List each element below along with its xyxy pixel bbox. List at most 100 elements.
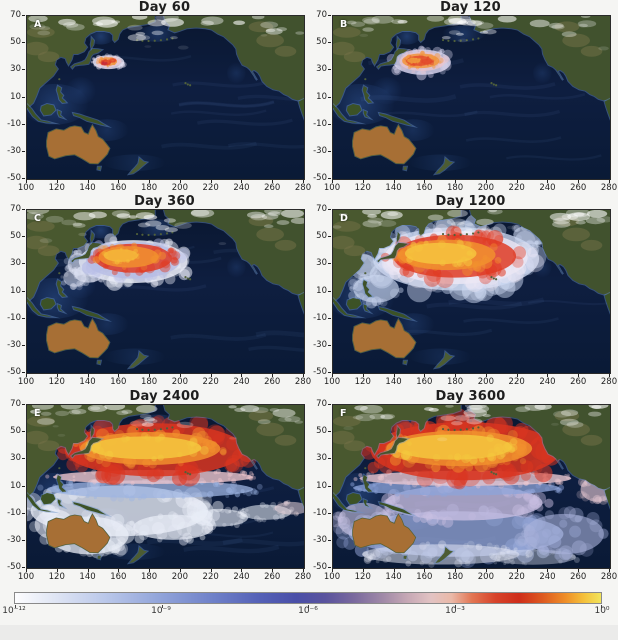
y-tick-mark xyxy=(328,512,331,514)
y-tick-label: -30 xyxy=(313,145,327,156)
y-tick-label: -50 xyxy=(313,562,327,572)
x-tick-mark xyxy=(241,180,243,183)
x-tick-label: 140 xyxy=(79,377,96,387)
x-tick-label: 180 xyxy=(140,183,158,193)
x-axis-panel-a: 100 120 140 160 180 200 220 240 260 280 xyxy=(18,180,311,195)
panel-letter: F xyxy=(340,408,347,419)
colorbar-tick-mark xyxy=(308,605,309,608)
x-axis-panel-e: 100 120 140 160 180 200 220 240 260 280 xyxy=(18,569,311,584)
x-tick-mark xyxy=(56,180,58,183)
x-tick-label: 200 xyxy=(477,572,494,582)
x-tick-mark xyxy=(26,374,27,377)
y-tick-mark xyxy=(22,15,25,16)
x-tick-mark xyxy=(241,374,243,377)
panel-title: Day 60 xyxy=(138,0,191,15)
y-tick-mark xyxy=(328,290,331,292)
colorbar-tick-label: 10⁻³ xyxy=(445,606,465,616)
x-tick-label: 100 xyxy=(323,572,341,582)
x-axis-panel-f: 100 120 140 160 180 200 220 240 260 280 xyxy=(324,569,617,584)
y-tick-mark xyxy=(328,458,331,460)
x-tick-label: 100 xyxy=(17,377,35,387)
y-tick-mark xyxy=(22,123,25,125)
y-axis-panel-b: 70 50 30 10 -10 -30 -50 xyxy=(306,10,331,183)
y-tick-label: 50 xyxy=(316,426,327,437)
x-tick-mark xyxy=(393,569,395,572)
x-tick-mark xyxy=(393,180,395,183)
y-tick-label: 70 xyxy=(316,10,327,20)
x-tick-mark xyxy=(516,374,518,377)
x-tick-mark xyxy=(578,569,580,572)
y-tick-label: -30 xyxy=(7,534,21,545)
bottom-margin xyxy=(0,625,618,640)
y-tick-label: -30 xyxy=(7,339,21,350)
colorbar-tick-mark xyxy=(601,605,602,608)
y-tick-mark xyxy=(22,236,25,238)
x-tick-label: 280 xyxy=(600,183,618,193)
x-tick-label: 140 xyxy=(385,183,402,193)
y-tick-label: -30 xyxy=(313,339,327,350)
x-tick-mark xyxy=(149,180,151,183)
x-tick-mark xyxy=(485,374,487,377)
y-tick-label: 10 xyxy=(10,285,21,296)
x-tick-mark xyxy=(179,180,181,183)
y-tick-label: -10 xyxy=(7,312,21,323)
x-tick-label: 120 xyxy=(354,377,371,387)
y-tick-mark xyxy=(328,372,331,373)
x-tick-mark xyxy=(516,569,518,572)
x-tick-mark xyxy=(424,374,426,377)
y-tick-mark xyxy=(328,431,331,433)
y-tick-label: -30 xyxy=(313,534,327,545)
x-tick-mark xyxy=(393,374,395,377)
y-tick-label: -50 xyxy=(313,367,327,377)
y-tick-label: 10 xyxy=(10,91,21,102)
x-tick-mark xyxy=(332,569,333,572)
y-tick-mark xyxy=(22,372,25,373)
panel-letter: A xyxy=(34,19,42,30)
x-tick-mark xyxy=(56,569,58,572)
x-tick-mark xyxy=(303,374,304,377)
x-tick-label: 180 xyxy=(446,572,464,582)
x-tick-label: 260 xyxy=(570,377,587,387)
x-tick-label: 240 xyxy=(233,183,250,193)
x-tick-mark xyxy=(455,569,457,572)
map-canvas xyxy=(333,210,610,373)
x-tick-mark xyxy=(87,374,89,377)
x-tick-mark xyxy=(485,180,487,183)
y-tick-mark xyxy=(22,69,25,71)
map-panel-d: D xyxy=(332,209,611,374)
y-tick-label: -10 xyxy=(313,312,327,323)
x-tick-mark xyxy=(210,569,212,572)
x-tick-label: 240 xyxy=(539,377,556,387)
x-tick-label: 100 xyxy=(323,377,341,387)
y-tick-label: -10 xyxy=(7,118,21,129)
x-tick-label: 100 xyxy=(17,183,35,193)
x-tick-mark xyxy=(303,180,304,183)
x-tick-label: 200 xyxy=(171,377,188,387)
y-axis-panel-e: 70 50 30 10 -10 -30 -50 xyxy=(0,399,25,572)
x-tick-mark xyxy=(87,569,89,572)
x-tick-label: 240 xyxy=(233,377,250,387)
x-tick-label: 260 xyxy=(570,572,587,582)
x-tick-label: 220 xyxy=(202,377,219,387)
y-tick-mark xyxy=(328,317,331,319)
x-tick-label: 120 xyxy=(354,183,371,193)
x-tick-label: 260 xyxy=(264,572,281,582)
y-axis-panel-f: 70 50 30 10 -10 -30 -50 xyxy=(306,399,331,572)
x-tick-label: 200 xyxy=(171,572,188,582)
x-tick-label: 100 xyxy=(17,572,35,582)
x-tick-label: 220 xyxy=(202,572,219,582)
x-tick-label: 260 xyxy=(264,183,281,193)
x-tick-mark xyxy=(424,569,426,572)
x-tick-label: 160 xyxy=(416,377,433,387)
x-tick-mark xyxy=(332,180,333,183)
y-tick-label: 10 xyxy=(316,480,327,491)
x-tick-label: 180 xyxy=(446,377,464,387)
y-tick-mark xyxy=(328,236,331,238)
y-tick-label: 50 xyxy=(316,231,327,242)
x-tick-label: 240 xyxy=(233,572,250,582)
y-tick-mark xyxy=(328,344,331,346)
y-axis-panel-d: 70 50 30 10 -10 -30 -50 xyxy=(306,204,331,377)
colorbar-tick-mark xyxy=(15,605,16,608)
x-tick-mark xyxy=(332,374,333,377)
map-canvas xyxy=(27,16,304,179)
